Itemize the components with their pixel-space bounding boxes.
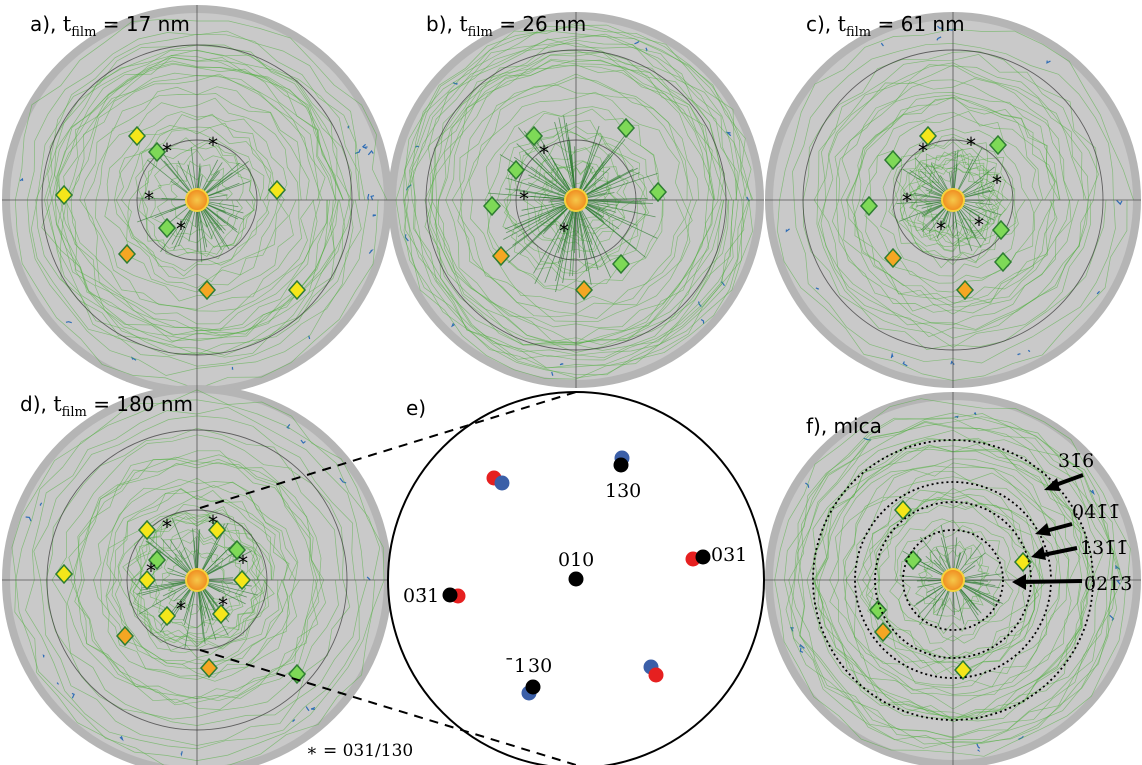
asterisk-marker: * [974,213,984,237]
label-130bar: ̄1 30 [506,655,552,677]
pole-figure-f-mica [765,392,1141,765]
dots-130bar [521,679,541,701]
label-031: 031 [711,544,747,566]
zoom-line-bottom [199,649,577,765]
ring-label-0411: 041̄1̄ [1072,501,1120,523]
arrow-0213-head [1012,574,1026,590]
ring-label-1311: 131̄1̄ [1080,537,1128,559]
arrow-1311-head [1031,546,1046,560]
asterisk-marker: * [208,511,218,535]
asterisk-marker: * [918,139,928,163]
panel-label-c: c), tfilm = 61 nm [806,12,965,40]
ring-label-0213: 021̄3̄ [1084,573,1132,595]
asterisk-marker: * [559,219,569,243]
dots-031bar [442,587,466,604]
mica-ring [902,529,1004,631]
panel-label-d: d), tfilm = 180 nm [20,392,193,420]
asterisk-marker: * [519,187,529,211]
pole-figure-b: * * * [388,12,764,388]
pole-figure-a: * * * * [2,5,392,395]
asterisk-marker: * [936,217,946,241]
pole-center [941,188,965,212]
asterisk-marker: * [176,217,186,241]
label-130: 130 [605,480,641,502]
asterisk-marker: * [162,515,172,539]
label-010: 010 [558,549,594,571]
pole-center [941,568,965,592]
mica-annotations: 31̄6 041̄1̄ 131̄1̄ 021̄3̄ [1012,450,1132,595]
label-031bar: 03̄1 [403,585,439,607]
dots-upper-left [486,470,510,491]
zoom-line-top [199,391,577,509]
pole-figure-d: * **** * [2,385,392,765]
asterisk-marker: * [162,139,172,163]
asterisk-marker: * [992,171,1002,195]
asterisk-marker: * [208,133,218,157]
panel-label-a: a), tfilm = 17 nm [30,12,190,40]
panel-label-e: e) [406,396,427,420]
arrow-0213 [1019,579,1083,584]
asterisk-marker: * [218,593,228,617]
panel-label-b: b), tfilm = 26 nm [426,12,587,40]
panel-label-f: f), mica [806,414,882,438]
pole-center [185,188,209,212]
dot-010 [568,571,584,587]
pole-center [564,188,588,212]
asterisk-marker: * [144,187,154,211]
arrow-316-head [1044,478,1060,491]
asterisk-marker: * [176,597,186,621]
pole-center [185,568,209,592]
arrow-0411-head [1035,523,1051,536]
footnote-asterisk-legend: ∗ = 031/130 [306,741,414,761]
schematic-e: 130 010 031 03̄1 ̄1 30 [199,391,765,765]
dots-031 [685,549,711,567]
ring-label-316: 31̄6 [1058,450,1094,472]
asterisk-marker: * [902,189,912,213]
mica-ring [812,439,1094,721]
asterisk-marker: * [238,551,248,575]
asterisk-marker: * [966,133,976,157]
asterisk-marker: * [146,559,156,583]
asterisk-marker: * [539,141,549,165]
pole-figure-c: * * * * * * [765,12,1141,388]
dots-130 [613,450,630,473]
dots-lower-right [643,659,664,683]
